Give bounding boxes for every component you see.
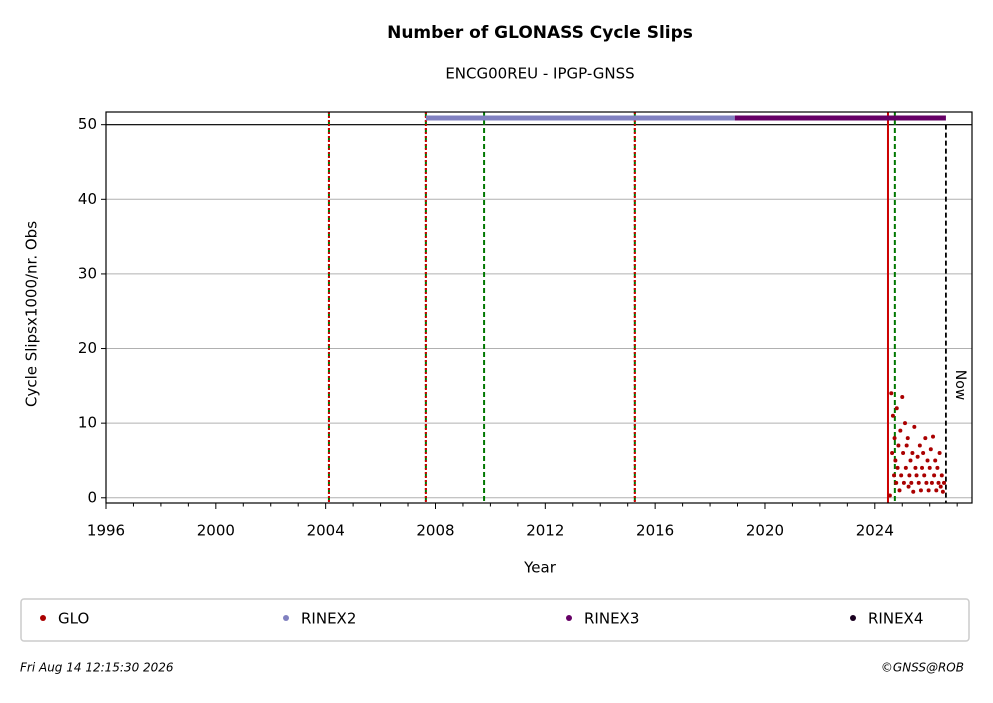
y-tick-label: 30 xyxy=(78,264,97,282)
data-point xyxy=(901,480,906,485)
x-tick-label: 2016 xyxy=(636,522,674,540)
y-tick-label: 0 xyxy=(87,488,97,506)
data-point xyxy=(892,436,897,441)
data-point xyxy=(890,451,895,456)
data-point xyxy=(935,465,940,470)
data-point xyxy=(927,465,932,470)
data-point xyxy=(914,473,919,478)
x-tick-label: 2008 xyxy=(416,522,454,540)
data-point xyxy=(908,458,913,463)
data-point xyxy=(903,465,908,470)
y-tick-label: 10 xyxy=(78,414,97,432)
y-tick-label: 20 xyxy=(78,339,97,357)
plot-frame xyxy=(105,111,973,504)
x-axis-label: Year xyxy=(523,559,557,577)
legend-marker xyxy=(283,615,289,621)
data-point xyxy=(937,451,942,456)
data-point xyxy=(932,473,937,478)
data-point xyxy=(917,443,922,448)
y-tick-label: 50 xyxy=(78,115,97,133)
data-point xyxy=(907,473,912,478)
data-point xyxy=(940,489,945,494)
legend-marker xyxy=(40,615,46,621)
data-point xyxy=(924,480,929,485)
x-tick-label: 2012 xyxy=(526,522,564,540)
chart-title: Number of GLONASS Cycle Slips xyxy=(387,23,693,43)
data-point xyxy=(926,488,931,493)
data-point xyxy=(900,395,905,400)
legend-label: RINEX4 xyxy=(868,610,923,628)
data-point xyxy=(894,480,899,485)
legend-marker xyxy=(850,615,856,621)
data-point xyxy=(893,458,898,463)
data-point xyxy=(933,458,938,463)
x-tick-label: 2020 xyxy=(746,522,784,540)
data-point xyxy=(887,493,892,498)
data-point xyxy=(910,451,915,456)
data-point xyxy=(903,421,908,426)
data-point xyxy=(913,465,918,470)
data-point xyxy=(890,413,895,418)
legend-marker xyxy=(566,615,572,621)
data-point xyxy=(931,434,936,439)
data-point xyxy=(904,443,909,448)
data-point xyxy=(905,436,910,441)
x-tick-label: 2004 xyxy=(307,522,345,540)
now-label: Now xyxy=(952,370,968,401)
data-point xyxy=(895,465,900,470)
data-point xyxy=(915,454,920,459)
data-point xyxy=(921,451,926,456)
footer-copyright: ©GNSS@ROB xyxy=(881,661,964,675)
legend-box xyxy=(20,598,970,642)
data-point xyxy=(898,428,903,433)
data-point xyxy=(934,488,939,493)
data-point xyxy=(922,473,927,478)
data-point xyxy=(923,436,928,441)
x-tick-label: 2000 xyxy=(197,522,235,540)
legend-label: RINEX3 xyxy=(584,610,639,628)
legend-label: GLO xyxy=(58,610,89,628)
data-point xyxy=(897,488,902,493)
y-tick-label: 40 xyxy=(78,190,97,208)
data-point xyxy=(911,489,916,494)
data-point xyxy=(894,406,899,411)
data-point xyxy=(918,488,923,493)
x-tick-label: 2024 xyxy=(856,522,894,540)
data-point xyxy=(906,484,911,489)
data-point xyxy=(925,458,930,463)
data-point xyxy=(929,480,934,485)
y-axis-label: Cycle Slipsx1000/nr. Obs xyxy=(23,221,41,407)
data-point xyxy=(938,484,943,489)
x-tick-label: 1996 xyxy=(87,522,125,540)
footer-date: Fri Aug 14 12:15:30 2026 xyxy=(20,661,174,675)
data-point xyxy=(920,465,925,470)
data-point xyxy=(916,480,921,485)
legend-label: RINEX2 xyxy=(301,610,356,628)
data-point xyxy=(912,424,917,429)
data-point xyxy=(892,473,897,478)
data-point xyxy=(899,473,904,478)
data-point xyxy=(901,451,906,456)
data-point xyxy=(939,473,944,478)
data-point xyxy=(909,480,914,485)
chart-subtitle: ENCG00REU - IPGP-GNSS xyxy=(445,65,634,83)
data-point xyxy=(936,480,941,485)
data-point xyxy=(889,391,894,396)
data-point xyxy=(941,480,946,485)
data-point xyxy=(896,443,901,448)
data-point xyxy=(928,447,933,452)
